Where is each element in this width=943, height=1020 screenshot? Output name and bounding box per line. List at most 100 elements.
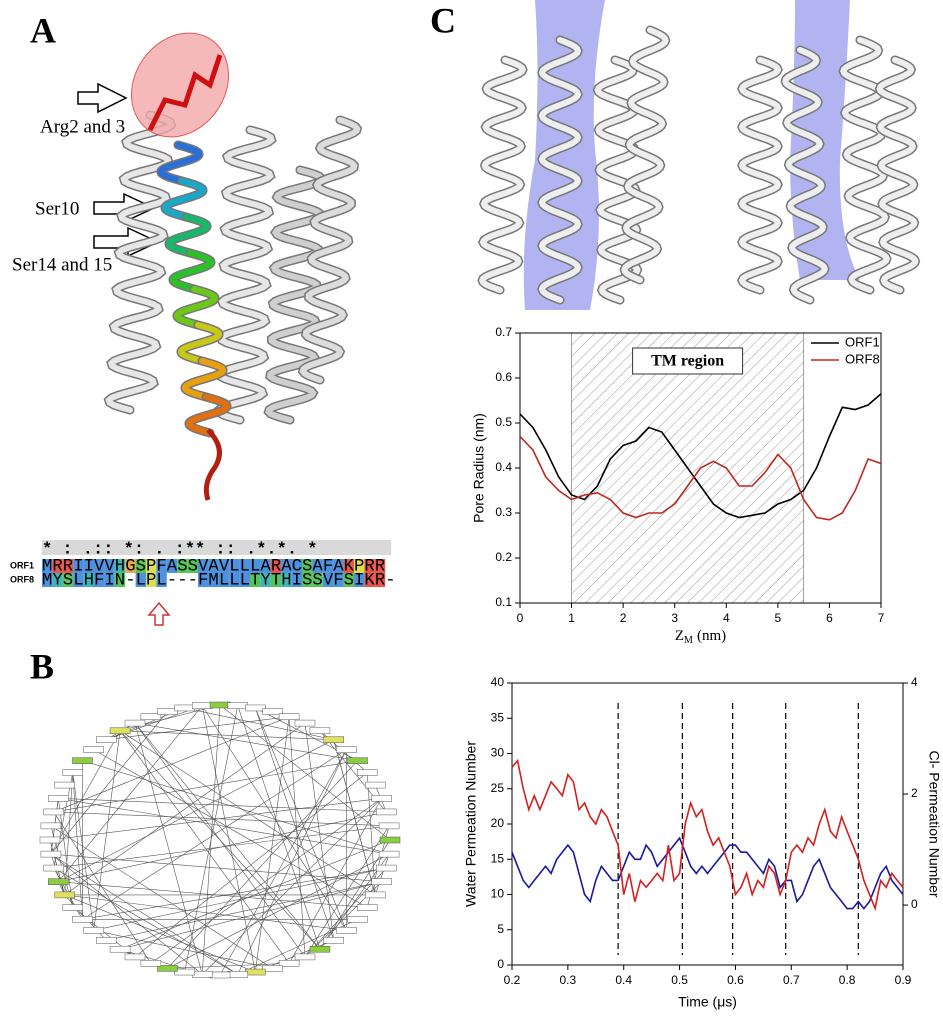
edge [119, 839, 391, 950]
residue-bg [354, 573, 365, 587]
edge [93, 867, 387, 931]
x-tick-label: 1 [568, 611, 575, 625]
helix [738, 57, 782, 293]
edge [255, 716, 290, 973]
residue-bg [291, 559, 302, 573]
edge [53, 716, 290, 813]
residue-bg [42, 559, 53, 573]
node [309, 945, 331, 953]
residue-bg [52, 559, 63, 573]
residue-bg [83, 573, 94, 587]
residue-bg [198, 559, 209, 573]
node [43, 864, 64, 872]
y-tick-label: 10 [491, 887, 505, 901]
node [140, 960, 162, 967]
residue-bg [208, 559, 219, 573]
arrow [147, 601, 171, 626]
residue-bg [187, 559, 198, 573]
x-tick-label: 0.4 [615, 973, 632, 987]
helix [621, 27, 669, 283]
edge [82, 749, 347, 920]
edge [53, 825, 390, 869]
residue-bg [94, 559, 105, 573]
edge [319, 839, 391, 950]
node [262, 965, 283, 972]
residue-bg [333, 573, 344, 587]
helix [186, 394, 230, 436]
node [356, 769, 378, 776]
residue-bg [135, 573, 146, 587]
residue-bg [218, 573, 230, 587]
node [245, 968, 266, 976]
residue [147, 54, 223, 132]
node [174, 968, 195, 976]
node [336, 746, 357, 753]
edge [50, 853, 382, 883]
edge [219, 704, 391, 841]
node [83, 746, 104, 753]
residue-bg [114, 559, 126, 573]
y-tick-label: 0.5 [495, 415, 512, 429]
node [72, 757, 93, 764]
y-tick-label: 0 [497, 957, 504, 971]
node [245, 704, 266, 712]
residue-bg [312, 559, 323, 573]
residue-bg [52, 573, 63, 587]
y-tick-label: 0.2 [495, 550, 512, 564]
node [227, 971, 249, 978]
helix [840, 37, 891, 293]
node [191, 702, 213, 709]
residue-bg [198, 573, 209, 587]
sequence: MYSLHFIN-LPL---FMLLLTYTHISSVFSIKR- [42, 572, 396, 591]
residue-bg [208, 573, 219, 587]
y-tick-label: 15 [491, 851, 505, 865]
helix [538, 37, 582, 303]
series-line [519, 393, 882, 519]
helix [478, 57, 527, 293]
edge [58, 739, 334, 882]
residue-bg [281, 559, 292, 573]
edge [134, 722, 306, 958]
node [48, 878, 69, 885]
panel-label: C [430, 0, 456, 40]
y2-tick-label: 2 [911, 786, 918, 800]
residue-bg [62, 573, 74, 587]
residue-bg [73, 559, 84, 573]
helix [876, 57, 919, 293]
residue-bg [312, 573, 323, 587]
x-tick-label: 7 [878, 611, 885, 625]
helix [594, 57, 641, 303]
residue-bg [270, 573, 282, 587]
edge [134, 722, 358, 761]
y-axis-label: Pore Radius (nm) [471, 413, 487, 523]
residue-bg [146, 559, 157, 573]
sequence: MRRIIVVHGSPFASSVAVLLLARACSAFAKPRR [42, 558, 385, 577]
node [227, 702, 249, 709]
edge [49, 797, 382, 841]
edge [50, 825, 273, 969]
x-axis-label-sub: M [684, 635, 693, 646]
edge [58, 798, 74, 908]
residue-bg [229, 573, 240, 587]
residue-bg [62, 559, 74, 573]
edge [50, 711, 168, 855]
residue-bg [260, 559, 271, 573]
node [365, 781, 386, 789]
legend-label: ORF8 [845, 351, 880, 366]
tail [203, 428, 222, 501]
edge [134, 723, 203, 975]
residue-bg [177, 559, 188, 573]
node [371, 795, 392, 802]
node [294, 719, 316, 727]
y-tick-label: 0.4 [495, 460, 512, 474]
residue-bg [322, 559, 334, 573]
residue-bg [104, 559, 115, 573]
node [356, 904, 378, 911]
residue-bg [239, 559, 250, 573]
node [191, 971, 213, 978]
edge [119, 730, 290, 964]
node [109, 727, 131, 735]
helix [162, 178, 206, 220]
residue-bg [281, 573, 292, 587]
y-tick-label: 0.1 [495, 595, 512, 609]
